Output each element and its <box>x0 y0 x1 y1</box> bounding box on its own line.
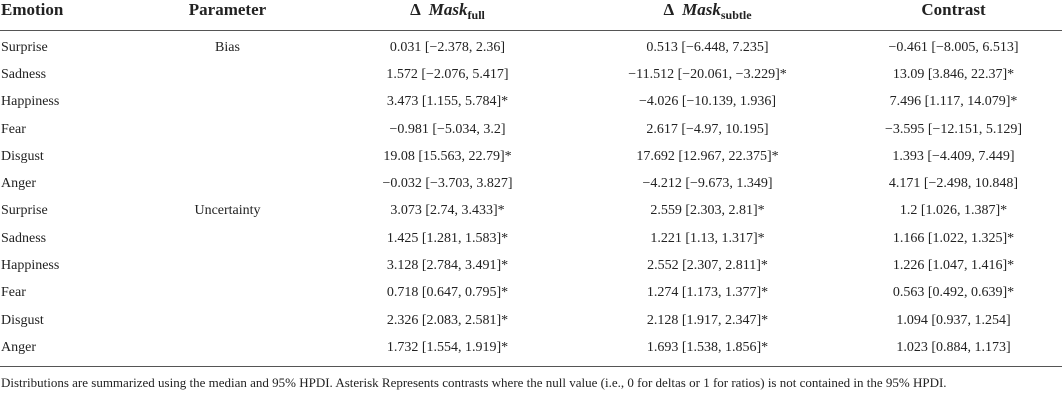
cell-mask-full: 1.572 [−2.076, 5.417] <box>386 66 509 82</box>
header-parameter: Parameter <box>130 0 325 31</box>
cell-emotion: Disgust <box>1 312 44 328</box>
table-footnote: Distributions are summarized using the m… <box>1 374 947 390</box>
cell-emotion: Disgust <box>1 148 44 164</box>
mask-subtle-main: Mask <box>682 0 721 19</box>
cell-mask-subtle: 2.552 [2.307, 2.811]* <box>647 258 768 274</box>
cell-parameter <box>130 307 325 334</box>
results-table: Emotion Parameter Δ Maskfull Δ Masksubtle … <box>0 0 1062 367</box>
table-row: Happiness 3.128 [2.784, 3.491]* 2.552 [2… <box>0 252 1062 279</box>
cell-mask-subtle: 1.221 [1.13, 1.317]* <box>650 230 765 246</box>
cell-mask-full: 3.128 [2.784, 3.491]* <box>386 258 509 274</box>
cell-emotion: Surprise <box>1 39 48 55</box>
cell-contrast: 1.393 [−4.409, 7.449] <box>892 148 1015 164</box>
cell-contrast: −3.595 [−12.151, 5.129] <box>884 121 1023 137</box>
results-table-container: Emotion Parameter Δ Maskfull Δ Masksubtle … <box>0 0 1062 390</box>
cell-mask-full: 0.718 [0.647, 0.795]* <box>386 285 509 301</box>
mask-subtle-sub: subtle <box>720 8 752 22</box>
cell-mask-subtle: 2.559 [2.303, 2.81]* <box>650 203 765 219</box>
cell-contrast: 1.226 [1.047, 1.416]* <box>892 258 1015 274</box>
cell-mask-full: −0.032 [−3.703, 3.827] <box>382 176 513 192</box>
cell-mask-subtle: −4.212 [−9.673, 1.349] <box>642 176 773 192</box>
cell-emotion: Happiness <box>1 258 60 274</box>
mask-full-sub: full <box>467 8 485 22</box>
cell-mask-full: 1.732 [1.554, 1.919]* <box>386 339 509 355</box>
cell-mask-full: 2.326 [2.083, 2.581]* <box>386 312 509 328</box>
cell-contrast: 1.023 [0.884, 1.173] <box>896 339 1011 355</box>
cell-mask-subtle: 2.128 [1.917, 2.347]* <box>646 312 769 328</box>
cell-contrast: −0.461 [−8.005, 6.513] <box>888 39 1019 55</box>
cell-contrast: 4.171 [−2.498, 10.848] <box>888 176 1019 192</box>
header-emotion: Emotion <box>0 0 130 31</box>
table-row: Disgust 2.326 [2.083, 2.581]* 2.128 [1.9… <box>0 307 1062 334</box>
cell-mask-full: 1.425 [1.281, 1.583]* <box>386 230 509 246</box>
cell-contrast: 13.09 [3.846, 22.37]* <box>892 66 1015 82</box>
table-header: Emotion Parameter Δ Maskfull Δ Masksubtle … <box>0 0 1062 31</box>
table-row: Happiness 3.473 [1.155, 5.784]* −4.026 [… <box>0 89 1062 116</box>
cell-mask-subtle: 0.513 [−6.448, 7.235] <box>646 39 769 55</box>
cell-mask-full: 3.473 [1.155, 5.784]* <box>386 94 509 110</box>
table-row: Fear 0.718 [0.647, 0.795]* 1.274 [1.173,… <box>0 280 1062 307</box>
header-mask-full: Δ Maskfull <box>325 0 570 31</box>
cell-parameter <box>130 252 325 279</box>
mask-full-main: Mask <box>428 0 468 19</box>
cell-parameter <box>130 61 325 88</box>
cell-emotion: Fear <box>1 121 26 137</box>
cell-parameter <box>130 143 325 170</box>
cell-parameter <box>130 116 325 143</box>
cell-mask-full: −0.981 [−5.034, 3.2] <box>389 121 506 137</box>
cell-emotion: Surprise <box>1 203 48 219</box>
cell-contrast: 1.094 [0.937, 1.254] <box>896 312 1011 328</box>
table-row: Sadness 1.572 [−2.076, 5.417] −11.512 [−… <box>0 61 1062 88</box>
cell-parameter <box>130 225 325 252</box>
table-row: Surprise Uncertainty 3.073 [2.74, 3.433]… <box>0 198 1062 225</box>
cell-contrast: 7.496 [1.117, 14.079]* <box>889 94 1018 110</box>
cell-mask-full: 0.031 [−2.378, 2.36] <box>389 39 506 55</box>
cell-contrast: 0.563 [0.492, 0.639]* <box>892 285 1015 301</box>
table-row: Anger 1.732 [1.554, 1.919]* 1.693 [1.538… <box>0 334 1062 366</box>
delta-symbol: Δ <box>663 0 675 19</box>
cell-contrast: 1.166 [1.022, 1.325]* <box>892 230 1015 246</box>
cell-emotion: Fear <box>1 285 26 301</box>
cell-parameter <box>130 280 325 307</box>
cell-mask-subtle: −4.026 [−10.139, 1.936] <box>638 94 777 110</box>
delta-symbol: Δ <box>410 0 421 19</box>
table-row: Surprise Bias 0.031 [−2.378, 2.36] 0.513… <box>0 31 1062 62</box>
table-row: Disgust 19.08 [15.563, 22.79]* 17.692 [1… <box>0 143 1062 170</box>
cell-parameter <box>130 89 325 116</box>
cell-parameter <box>130 170 325 197</box>
cell-emotion: Anger <box>1 339 36 355</box>
cell-parameter: Uncertainty <box>194 203 261 219</box>
cell-mask-subtle: 2.617 [−4.97, 10.195] <box>646 121 769 137</box>
cell-mask-full: 19.08 [15.563, 22.79]* <box>383 148 512 164</box>
cell-mask-subtle: −11.512 [−20.061, −3.229]* <box>628 66 787 82</box>
table-row: Anger −0.032 [−3.703, 3.827] −4.212 [−9.… <box>0 170 1062 197</box>
table-body: Surprise Bias 0.031 [−2.378, 2.36] 0.513… <box>0 31 1062 367</box>
cell-mask-subtle: 1.693 [1.538, 1.856]* <box>646 339 769 355</box>
cell-mask-full: 3.073 [2.74, 3.433]* <box>390 203 505 219</box>
cell-contrast: 1.2 [1.026, 1.387]* <box>899 203 1008 219</box>
header-contrast: Contrast <box>845 0 1062 31</box>
cell-emotion: Sadness <box>1 66 47 82</box>
table-row: Sadness 1.425 [1.281, 1.583]* 1.221 [1.1… <box>0 225 1062 252</box>
cell-emotion: Anger <box>1 176 36 192</box>
header-row: Emotion Parameter Δ Maskfull Δ Masksubtle … <box>0 0 1062 31</box>
cell-mask-subtle: 1.274 [1.173, 1.377]* <box>646 285 769 301</box>
cell-mask-subtle: 17.692 [12.967, 22.375]* <box>636 148 779 164</box>
cell-emotion: Happiness <box>1 94 60 110</box>
cell-emotion: Sadness <box>1 230 47 246</box>
cell-parameter: Bias <box>215 39 240 55</box>
header-mask-subtle: Δ Masksubtle <box>570 0 845 31</box>
cell-parameter <box>130 334 325 366</box>
table-row: Fear −0.981 [−5.034, 3.2] 2.617 [−4.97, … <box>0 116 1062 143</box>
